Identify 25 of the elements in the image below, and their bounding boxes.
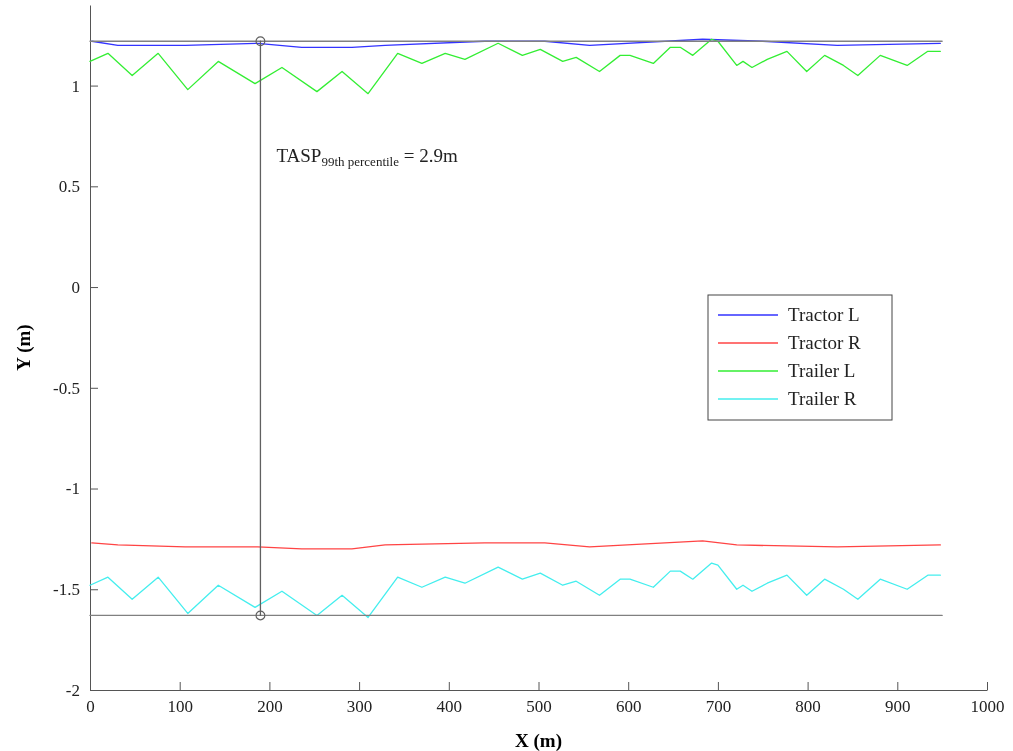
y-tick-label: -1.5 — [53, 580, 80, 600]
x-tick-label: 400 — [436, 697, 463, 717]
x-tick-label: 0 — [86, 697, 95, 717]
x-axis-title: X (m) — [515, 730, 562, 751]
x-tick-label: 800 — [795, 697, 821, 717]
y-tick-label: -2 — [65, 680, 80, 700]
legend-label: Tractor R — [788, 332, 861, 353]
y-tick-label: 0 — [71, 278, 80, 297]
x-tick-label: 100 — [167, 697, 193, 717]
x-tick-label: 900 — [885, 697, 911, 717]
x-tick-label: 200 — [257, 697, 283, 717]
x-tick-label: 300 — [346, 697, 373, 717]
x-tick-label: 1000 — [970, 697, 1005, 717]
legend-label: Tractor L — [788, 304, 860, 325]
x-tick-label: 500 — [526, 697, 552, 717]
annotation: TASP$_{99th percentile}$ = 2.9m — [276, 145, 458, 170]
y-axis-title: Y (m) — [13, 324, 35, 371]
y-tick-label: 0.5 — [58, 177, 80, 197]
y-tick-label: -0.5 — [53, 378, 80, 398]
y-tick-label: -1 — [65, 479, 80, 499]
x-tick-label: 600 — [615, 697, 642, 717]
x-tick-label: 700 — [705, 697, 732, 717]
legend-label: Trailer R — [788, 388, 857, 409]
legend-label: Trailer L — [788, 360, 856, 381]
y-tick-label: 1 — [71, 76, 80, 96]
